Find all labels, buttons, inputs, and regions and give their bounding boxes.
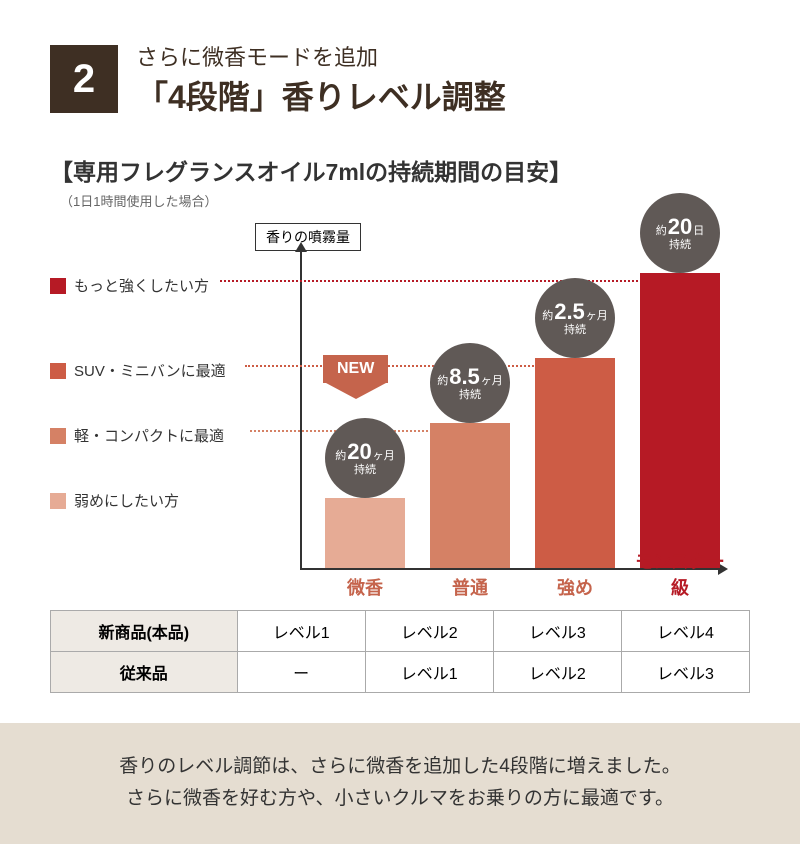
duration-bubble: 約2.5ヶ月持続 bbox=[535, 278, 615, 358]
y-axis bbox=[300, 250, 302, 570]
footer-line-1: 香りのレベル調節は、さらに微香を追加した4段階に増えました。 bbox=[40, 751, 760, 783]
bar bbox=[430, 423, 510, 568]
table-cell: ー bbox=[237, 652, 365, 693]
legend-swatch bbox=[50, 278, 66, 294]
table-cell: レベル2 bbox=[365, 611, 493, 652]
legend-item: 弱めにしたい方 bbox=[50, 490, 179, 511]
level-table: 新商品(本品)レベル1レベル2レベル3レベル4従来品ーレベル1レベル2レベル3 bbox=[50, 610, 750, 693]
table-cell: レベル4 bbox=[621, 611, 749, 652]
legend-label: 軽・コンパクトに最適 bbox=[74, 425, 224, 446]
legend-item: もっと強くしたい方 bbox=[50, 275, 209, 296]
legend-swatch bbox=[50, 493, 66, 509]
subtitle: さらに微香モードを追加 bbox=[136, 40, 506, 72]
footer-line-2: さらに微香を好む方や、小さいクルマをお乗りの方に最適です。 bbox=[40, 783, 760, 815]
bar bbox=[535, 358, 615, 568]
title: 「4段階」香りレベル調整 bbox=[136, 72, 506, 118]
table-cell: レベル2 bbox=[493, 652, 621, 693]
bar bbox=[640, 273, 720, 568]
duration-bubble: 約20ヶ月持続 bbox=[325, 418, 405, 498]
chart: 香りの噴霧量 もっと強くしたい方 SUV・ミニバンに最適軽・コンパクトに最適弱めに… bbox=[50, 220, 750, 590]
guide-line bbox=[245, 365, 565, 367]
category-label: 普通 bbox=[420, 574, 520, 600]
legend-label: もっと強くしたい方 bbox=[74, 275, 209, 296]
y-axis-label: 香りの噴霧量 bbox=[255, 223, 361, 251]
duration-bubble: 約8.5ヶ月持続 bbox=[430, 343, 510, 423]
legend-item: SUV・ミニバンに最適 bbox=[50, 360, 226, 381]
new-badge: NEW bbox=[323, 355, 388, 383]
table-cell: レベル3 bbox=[621, 652, 749, 693]
category-label: 強め bbox=[525, 574, 625, 600]
table-cell: レベル3 bbox=[493, 611, 621, 652]
header: 2 さらに微香モードを追加 「4段階」香りレベル調整 bbox=[50, 40, 750, 118]
category-label: モンスター級 bbox=[630, 548, 730, 600]
legend-label: 弱めにしたい方 bbox=[74, 490, 179, 511]
legend-swatch bbox=[50, 363, 66, 379]
table-row-head: 従来品 bbox=[51, 652, 238, 693]
footer-text: 香りのレベル調節は、さらに微香を追加した4段階に増えました。 さらに微香を好む方… bbox=[0, 723, 800, 844]
usage-note: （1日1時間使用した場合） bbox=[60, 191, 750, 210]
section-title: 【専用フレグランスオイル7mlの持続期間の目安】 bbox=[50, 153, 750, 187]
legend-swatch bbox=[50, 428, 66, 444]
table-cell: レベル1 bbox=[365, 652, 493, 693]
table-cell: レベル1 bbox=[237, 611, 365, 652]
legend-item: 軽・コンパクトに最適 bbox=[50, 425, 224, 446]
bar bbox=[325, 498, 405, 568]
duration-bubble: 約20日持続 bbox=[640, 193, 720, 273]
legend-label: SUV・ミニバンに最適 bbox=[74, 360, 226, 381]
number-badge: 2 bbox=[50, 45, 118, 113]
category-label: 微香 bbox=[315, 574, 415, 600]
table-row-head: 新商品(本品) bbox=[51, 611, 238, 652]
